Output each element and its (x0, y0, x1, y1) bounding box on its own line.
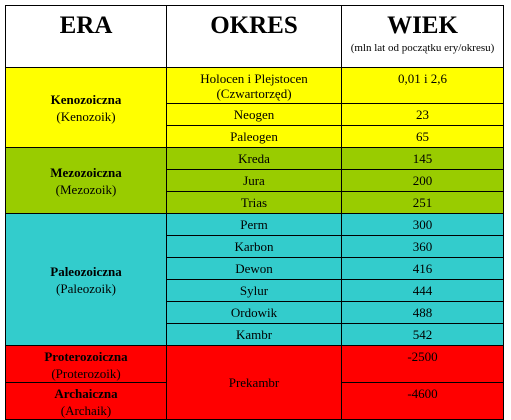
table-row: Paleozoiczna (Paleozoik) Perm 300 (5, 213, 504, 346)
age-cell: 488 (341, 301, 504, 324)
period-cell: Ordowik (166, 301, 342, 324)
age-cell: -4600 (341, 382, 504, 420)
header-okres: OKRES (166, 5, 342, 68)
age-cell: 542 (341, 323, 504, 346)
period-cell: Trias (166, 191, 342, 214)
age-cell: 0,01 i 2,6 (341, 67, 504, 104)
period-cell-prekambr: Prekambr (166, 345, 342, 420)
age-cell: -2500 (341, 345, 504, 383)
table-row: Jura 200 (6, 169, 504, 192)
table-row: Mezozoiczna (Mezozoik) Kreda 145 (5, 147, 504, 214)
age-cell: 145 (341, 147, 504, 170)
era-cell-proterozoik: Proterozoiczna (Proterozoik) (5, 345, 167, 383)
header-wiek: WIEK (mln lat od początku ery/okresu) (341, 5, 504, 68)
header-wiek-note: (mln lat od początku ery/okresu) (350, 42, 495, 54)
age-cell: 300 (341, 213, 504, 236)
period-cell: Dewon (166, 257, 342, 280)
table-row: Kambr 542 (6, 323, 504, 346)
period-cell: Perm (166, 213, 342, 236)
period-cell: Kreda (166, 147, 342, 170)
period-cell: Holocen i Plejstocen (Czwartorzęd) (166, 67, 342, 104)
table-row: Dewon 416 (6, 257, 504, 280)
age-cell: 360 (341, 235, 504, 258)
age-cell: 251 (341, 191, 504, 214)
period-cell: Sylur (166, 279, 342, 302)
age-cell: 23 (341, 103, 504, 126)
table-row: Sylur 444 (6, 279, 504, 302)
header-era: ERA (5, 5, 167, 68)
table-row: Kenozoiczna (Kenozoik) Holocen i Plejsto… (5, 67, 504, 148)
period-cell: Neogen (166, 103, 342, 126)
table-row: Proterozoiczna (Proterozoik) Prekambr -2… (5, 345, 504, 420)
age-cell: 416 (341, 257, 504, 280)
age-cell: 200 (341, 169, 504, 192)
period-cell: Kambr (166, 323, 342, 346)
period-cell: Paleogen (166, 125, 342, 148)
era-cell-archaik: Archaiczna (Archaik) (5, 382, 167, 420)
geologic-time-table: ERA OKRES WIEK (mln lat od początku ery/… (5, 5, 504, 420)
period-cell: Jura (166, 169, 342, 192)
era-cell-mezozoik: Mezozoiczna (Mezozoik) (5, 147, 167, 214)
era-cell-paleozoik: Paleozoiczna (Paleozoik) (5, 213, 167, 346)
table-row: Karbon 360 (6, 235, 504, 258)
period-cell: Karbon (166, 235, 342, 258)
age-cell: 444 (341, 279, 504, 302)
era-cell-kenozoik: Kenozoiczna (Kenozoik) (5, 67, 167, 148)
age-cell: 65 (341, 125, 504, 148)
table-row: Paleogen 65 (6, 125, 504, 148)
header-row: ERA OKRES WIEK (mln lat od początku ery/… (5, 5, 504, 68)
table-row: Neogen 23 (6, 103, 504, 126)
table-row: Ordowik 488 (6, 301, 504, 324)
table-row: Archaiczna (Archaik) -4600 (5, 382, 504, 420)
